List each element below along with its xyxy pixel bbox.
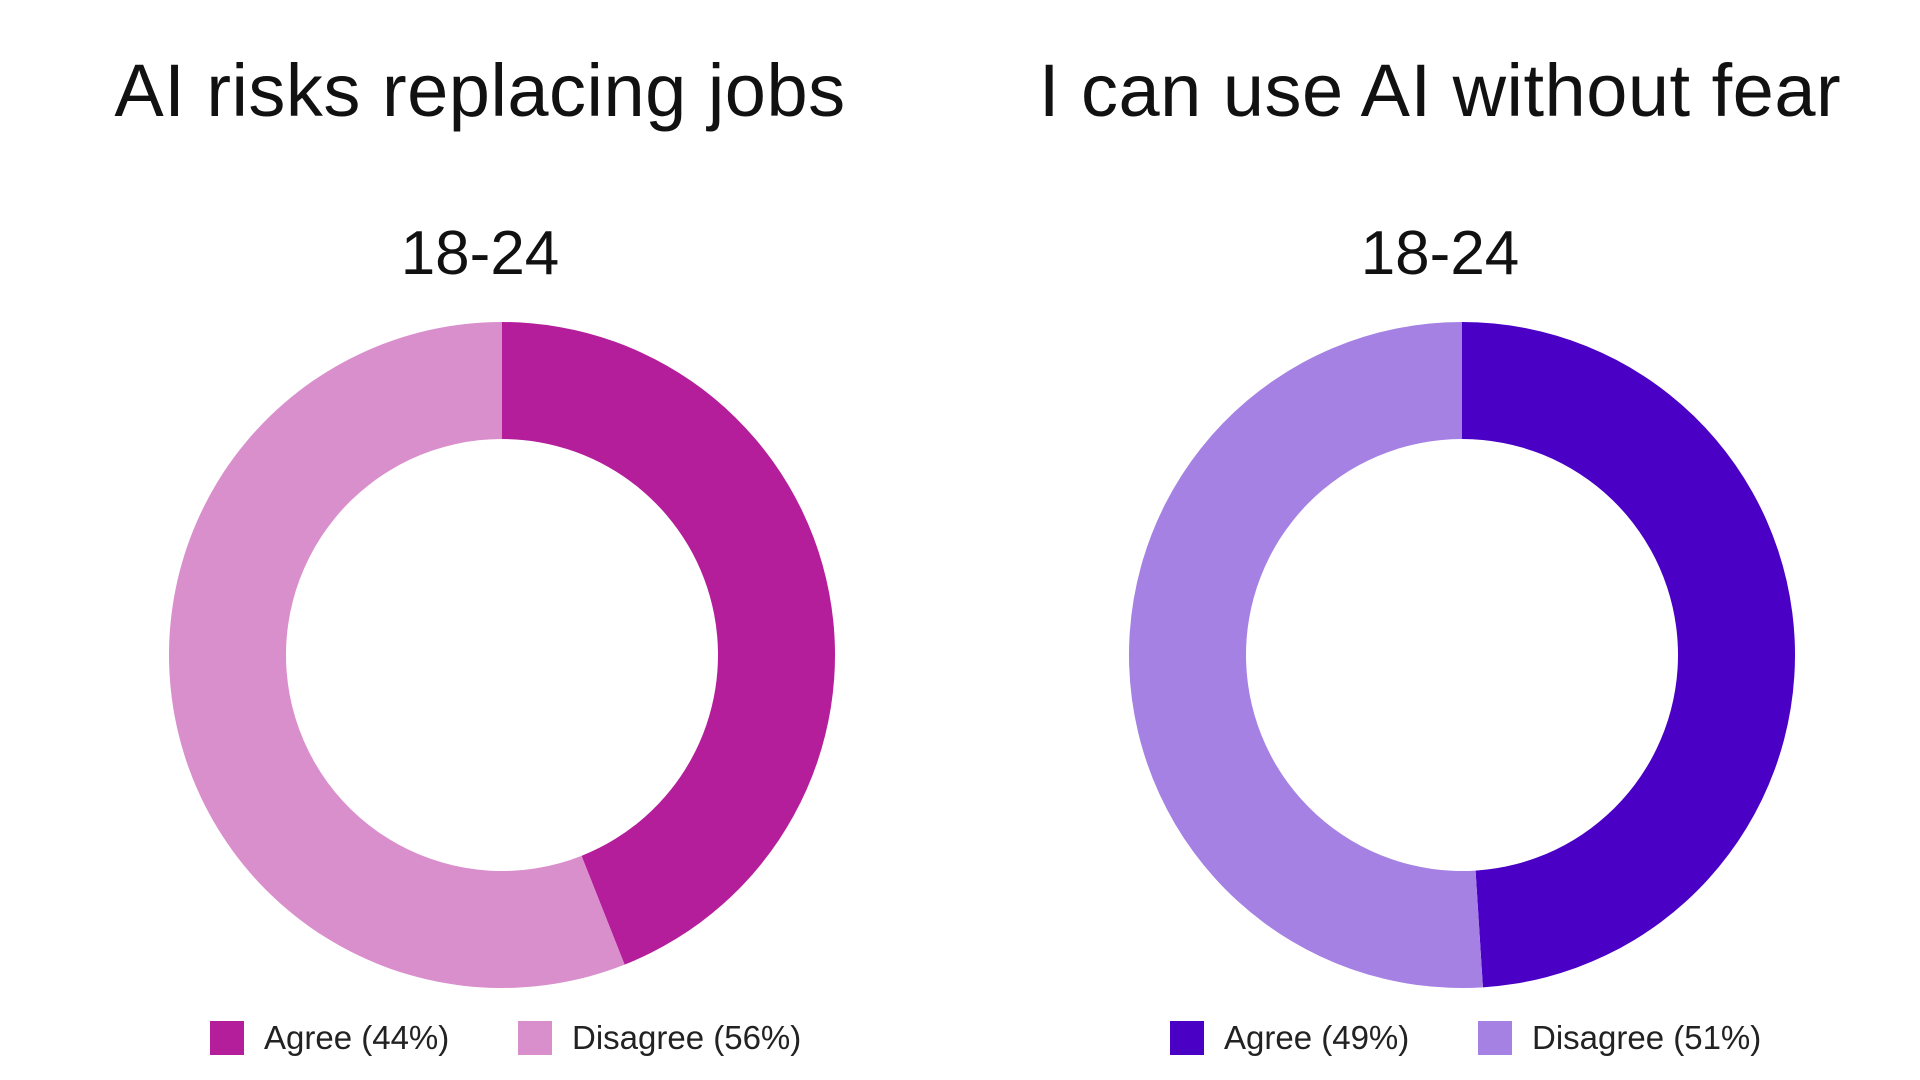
legend-label-disagree: Disagree (51%) — [1532, 1019, 1762, 1056]
legend-swatch-agree — [210, 1021, 244, 1055]
donut-chart-jobs — [169, 322, 835, 988]
chart-panel-fear: I can use AI without fear 18-24 Agree (4… — [960, 0, 1920, 1080]
legend-item-disagree[interactable]: Disagree (56%) — [518, 1016, 801, 1060]
legend-label-agree: Agree (44%) — [264, 1019, 450, 1056]
donut-slice-agree[interactable] — [1462, 322, 1796, 988]
legend-swatch-agree — [1170, 1021, 1204, 1055]
donut-chart-fear — [1129, 322, 1796, 988]
donut-slice-agree[interactable] — [502, 322, 835, 965]
chart-subtitle: 18-24 — [1360, 219, 1520, 288]
chart-legend: Agree (44%) Disagree (56%) — [0, 1016, 960, 1060]
donut-slice-disagree[interactable] — [1129, 322, 1483, 988]
legend-label-agree: Agree (49%) — [1224, 1019, 1410, 1056]
chart-title: AI risks replacing jobs — [114, 49, 846, 132]
legend-swatch-disagree — [518, 1021, 552, 1055]
donut-slice-disagree[interactable] — [169, 322, 625, 988]
legend-item-agree[interactable]: Agree (44%) — [210, 1016, 449, 1060]
legend-swatch-disagree — [1478, 1021, 1512, 1055]
legend-label-disagree: Disagree (56%) — [572, 1019, 802, 1056]
chart-title: I can use AI without fear — [1038, 49, 1842, 132]
chart-subtitle: 18-24 — [400, 219, 560, 288]
chart-panel-jobs: AI risks replacing jobs 18-24 Agree (44%… — [0, 49, 960, 1060]
legend-item-disagree[interactable]: Disagree (51%) — [1478, 1016, 1761, 1060]
chart-legend: Agree (49%) Disagree (51%) — [960, 1016, 1920, 1060]
legend-item-agree[interactable]: Agree (49%) — [1170, 1016, 1409, 1060]
